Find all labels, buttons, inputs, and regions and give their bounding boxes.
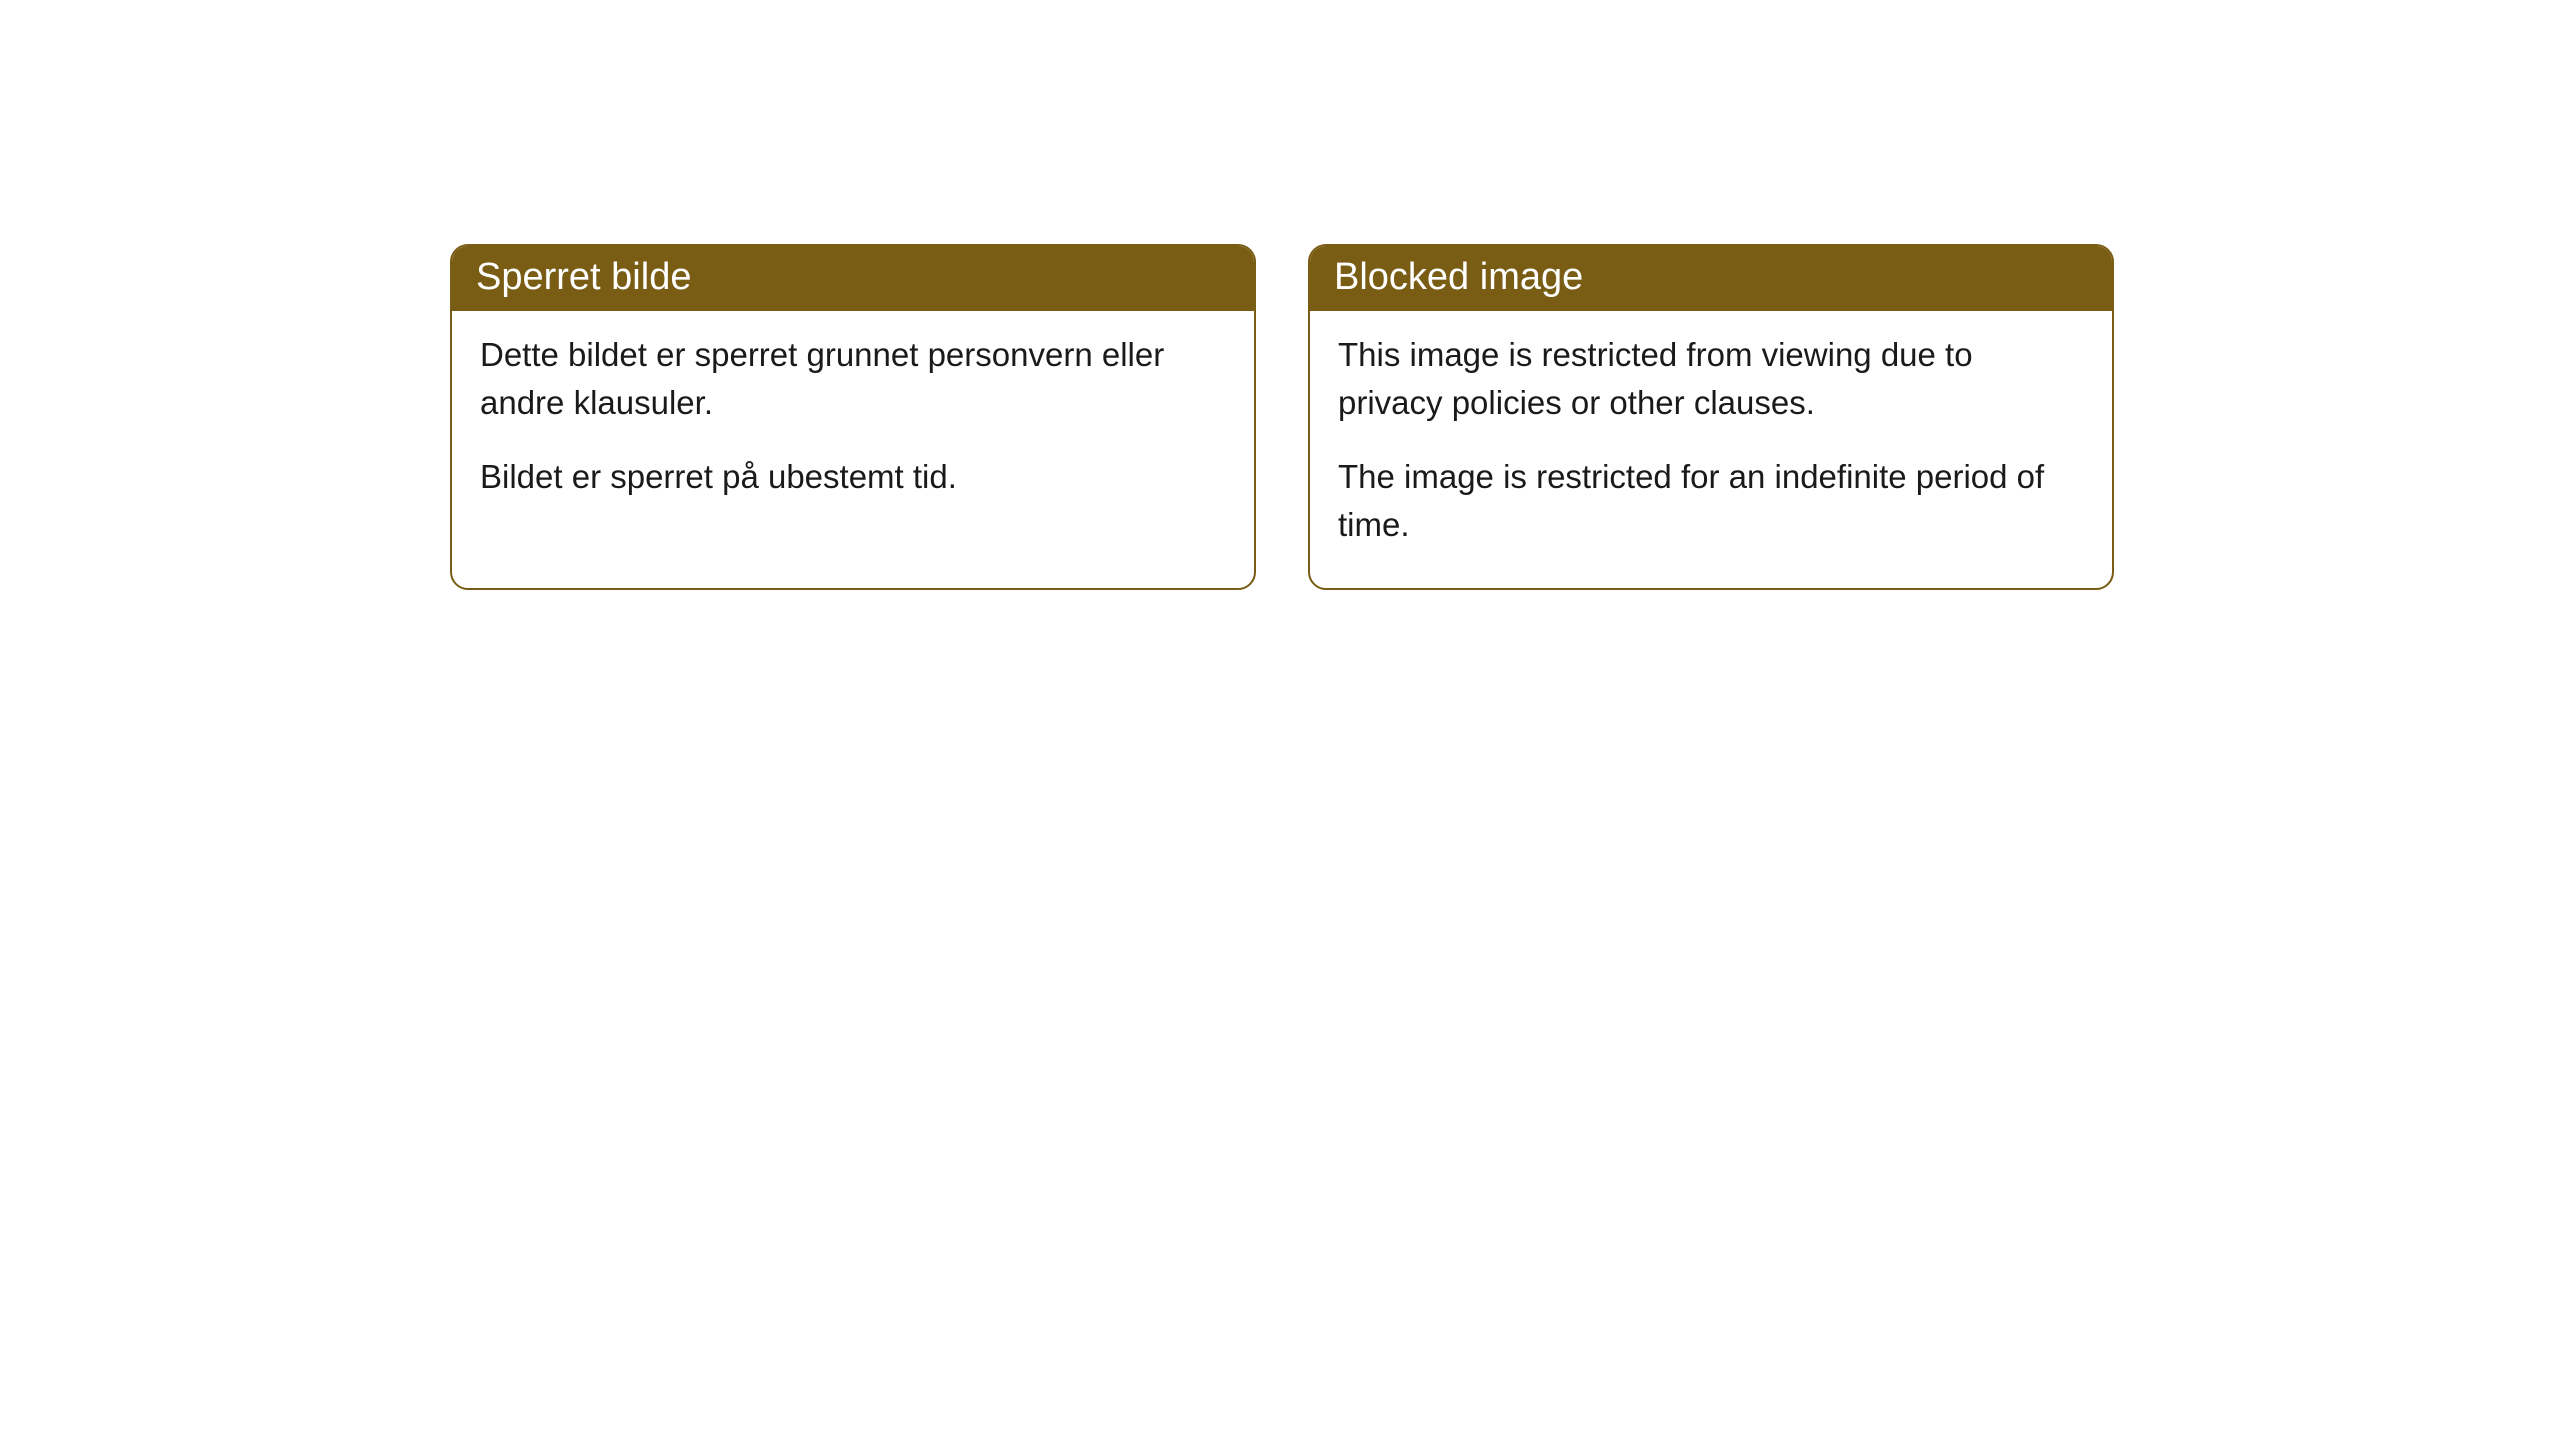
notice-card-norwegian: Sperret bilde Dette bildet er sperret gr…	[450, 244, 1256, 590]
card-paragraph: The image is restricted for an indefinit…	[1338, 453, 2084, 549]
card-header-norwegian: Sperret bilde	[452, 246, 1254, 311]
card-header-english: Blocked image	[1310, 246, 2112, 311]
card-body-norwegian: Dette bildet er sperret grunnet personve…	[452, 311, 1254, 541]
notice-card-english: Blocked image This image is restricted f…	[1308, 244, 2114, 590]
notice-cards-container: Sperret bilde Dette bildet er sperret gr…	[0, 0, 2560, 590]
card-title: Blocked image	[1334, 256, 1583, 298]
card-paragraph: Dette bildet er sperret grunnet personve…	[480, 331, 1226, 427]
card-title: Sperret bilde	[476, 256, 691, 298]
card-paragraph: This image is restricted from viewing du…	[1338, 331, 2084, 427]
card-body-english: This image is restricted from viewing du…	[1310, 311, 2112, 588]
card-paragraph: Bildet er sperret på ubestemt tid.	[480, 453, 1226, 501]
